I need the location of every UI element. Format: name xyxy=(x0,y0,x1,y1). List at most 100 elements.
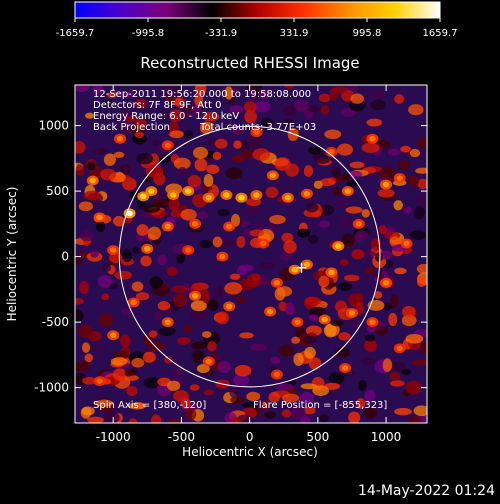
heatmap-blob xyxy=(81,406,95,416)
heatmap-blob xyxy=(230,396,244,404)
heatmap-blob xyxy=(240,149,254,159)
heatmap-blob xyxy=(416,263,427,274)
heatmap-blob xyxy=(229,273,241,280)
heatmap-blob xyxy=(400,145,411,153)
heatmap-blob xyxy=(82,376,98,385)
heatmap-bright-spot xyxy=(185,188,192,194)
colorbar-tick-label: -331.9 xyxy=(205,28,237,39)
heatmap-blob xyxy=(236,236,246,248)
heatmap-blob xyxy=(112,368,127,381)
heatmap-blob xyxy=(389,236,401,247)
heatmap-blob xyxy=(103,153,116,166)
heatmap-blob xyxy=(374,252,384,262)
heatmap-blob xyxy=(382,358,393,373)
heatmap-blob xyxy=(382,303,393,310)
heatmap-blob xyxy=(348,411,361,423)
heatmap-blob xyxy=(401,314,417,327)
heatmap-blob xyxy=(305,105,322,112)
heatmap-blob xyxy=(360,358,377,365)
heatmap-blob xyxy=(134,98,147,109)
heatmap-blob xyxy=(103,411,120,423)
heatmap-blob xyxy=(355,301,364,315)
heatmap-blob xyxy=(338,332,351,341)
heatmap-bright-spot xyxy=(253,129,260,135)
heatmap-blob xyxy=(358,380,367,391)
heatmap-blob xyxy=(323,323,337,338)
y-tick-label: 1000 xyxy=(38,119,69,133)
heatmap-blob xyxy=(180,208,197,221)
heatmap-blob xyxy=(416,276,427,287)
heatmap-bright-spot xyxy=(205,358,212,365)
heatmap-blob xyxy=(152,311,162,322)
heatmap-blob xyxy=(148,330,158,338)
heatmap-blob xyxy=(171,285,188,293)
heatmap-blob xyxy=(157,254,167,266)
heatmap-blob xyxy=(378,167,397,181)
heatmap-blob xyxy=(308,357,322,370)
heatmap-blob xyxy=(332,187,342,196)
heatmap-blob xyxy=(294,99,309,112)
heatmap-blob xyxy=(131,281,144,292)
heatmap-bright-spot xyxy=(284,194,292,201)
heatmap-blob xyxy=(167,418,183,423)
heatmap-blob xyxy=(394,94,405,104)
heatmap-blob xyxy=(75,360,91,372)
heatmap-blob xyxy=(176,252,186,264)
heatmap-blob xyxy=(291,336,301,344)
heatmap-bright-spot xyxy=(344,188,352,194)
heatmap-blob xyxy=(409,148,421,158)
heatmap-blob xyxy=(304,346,316,359)
heatmap-blob xyxy=(279,250,292,261)
heatmap-bright-spot xyxy=(89,177,96,184)
colorbar-tick-label: 995.8 xyxy=(353,28,382,39)
heatmap-blob xyxy=(307,234,319,244)
heatmap-blob xyxy=(142,204,161,213)
heatmap-bright-spot xyxy=(403,240,410,247)
heatmap-blob xyxy=(239,332,254,339)
heatmap-layer xyxy=(75,85,427,423)
heatmap-blob xyxy=(122,248,133,263)
heatmap-blob xyxy=(243,101,257,113)
heatmap-blob xyxy=(183,130,194,139)
heatmap-blob xyxy=(196,211,209,219)
heatmap-blob xyxy=(415,167,427,174)
heatmap-bright-spot xyxy=(321,316,328,323)
heatmap-blob xyxy=(388,312,398,327)
heatmap-blob xyxy=(236,265,247,276)
heatmap-blob xyxy=(87,161,96,171)
heatmap-blob xyxy=(201,289,210,303)
y-tick-label: -500 xyxy=(42,315,69,329)
heatmap-blob xyxy=(412,359,427,366)
heatmap-blob xyxy=(222,239,236,247)
heatmap-blob xyxy=(378,224,387,235)
x-tick-label: -500 xyxy=(168,430,195,444)
colorbar-tick-label: -995.8 xyxy=(132,28,164,39)
heatmap-blob xyxy=(355,292,364,304)
info-detectors: Detectors: 7F 8F 9F, Att 0 xyxy=(93,100,221,111)
heatmap-blob xyxy=(250,343,267,352)
heatmap-blob xyxy=(293,352,304,366)
heatmap-blob xyxy=(300,416,311,423)
heatmap-blob xyxy=(413,405,427,417)
heatmap-bright-spot xyxy=(164,223,171,230)
heatmap-blob xyxy=(246,391,261,402)
heatmap-bright-spot xyxy=(223,192,230,198)
heatmap-blob xyxy=(97,275,112,288)
heatmap-blob xyxy=(332,86,349,94)
heatmap-blob xyxy=(112,215,125,227)
heatmap-blob xyxy=(416,196,427,204)
heatmap-blob xyxy=(363,339,377,352)
heatmap-blob xyxy=(166,380,181,391)
heatmap-blob xyxy=(282,393,300,403)
heatmap-blob xyxy=(313,152,331,164)
heatmap-blob xyxy=(377,188,395,198)
heatmap-blob xyxy=(203,389,215,396)
heatmap-blob xyxy=(189,384,200,391)
heatmap-bright-spot xyxy=(164,142,171,149)
x-tick-label: 500 xyxy=(306,430,329,444)
heatmap-blob xyxy=(194,85,207,96)
heatmap-blob xyxy=(336,143,353,156)
heatmap-blob xyxy=(75,85,90,93)
heatmap-blob xyxy=(102,263,112,272)
